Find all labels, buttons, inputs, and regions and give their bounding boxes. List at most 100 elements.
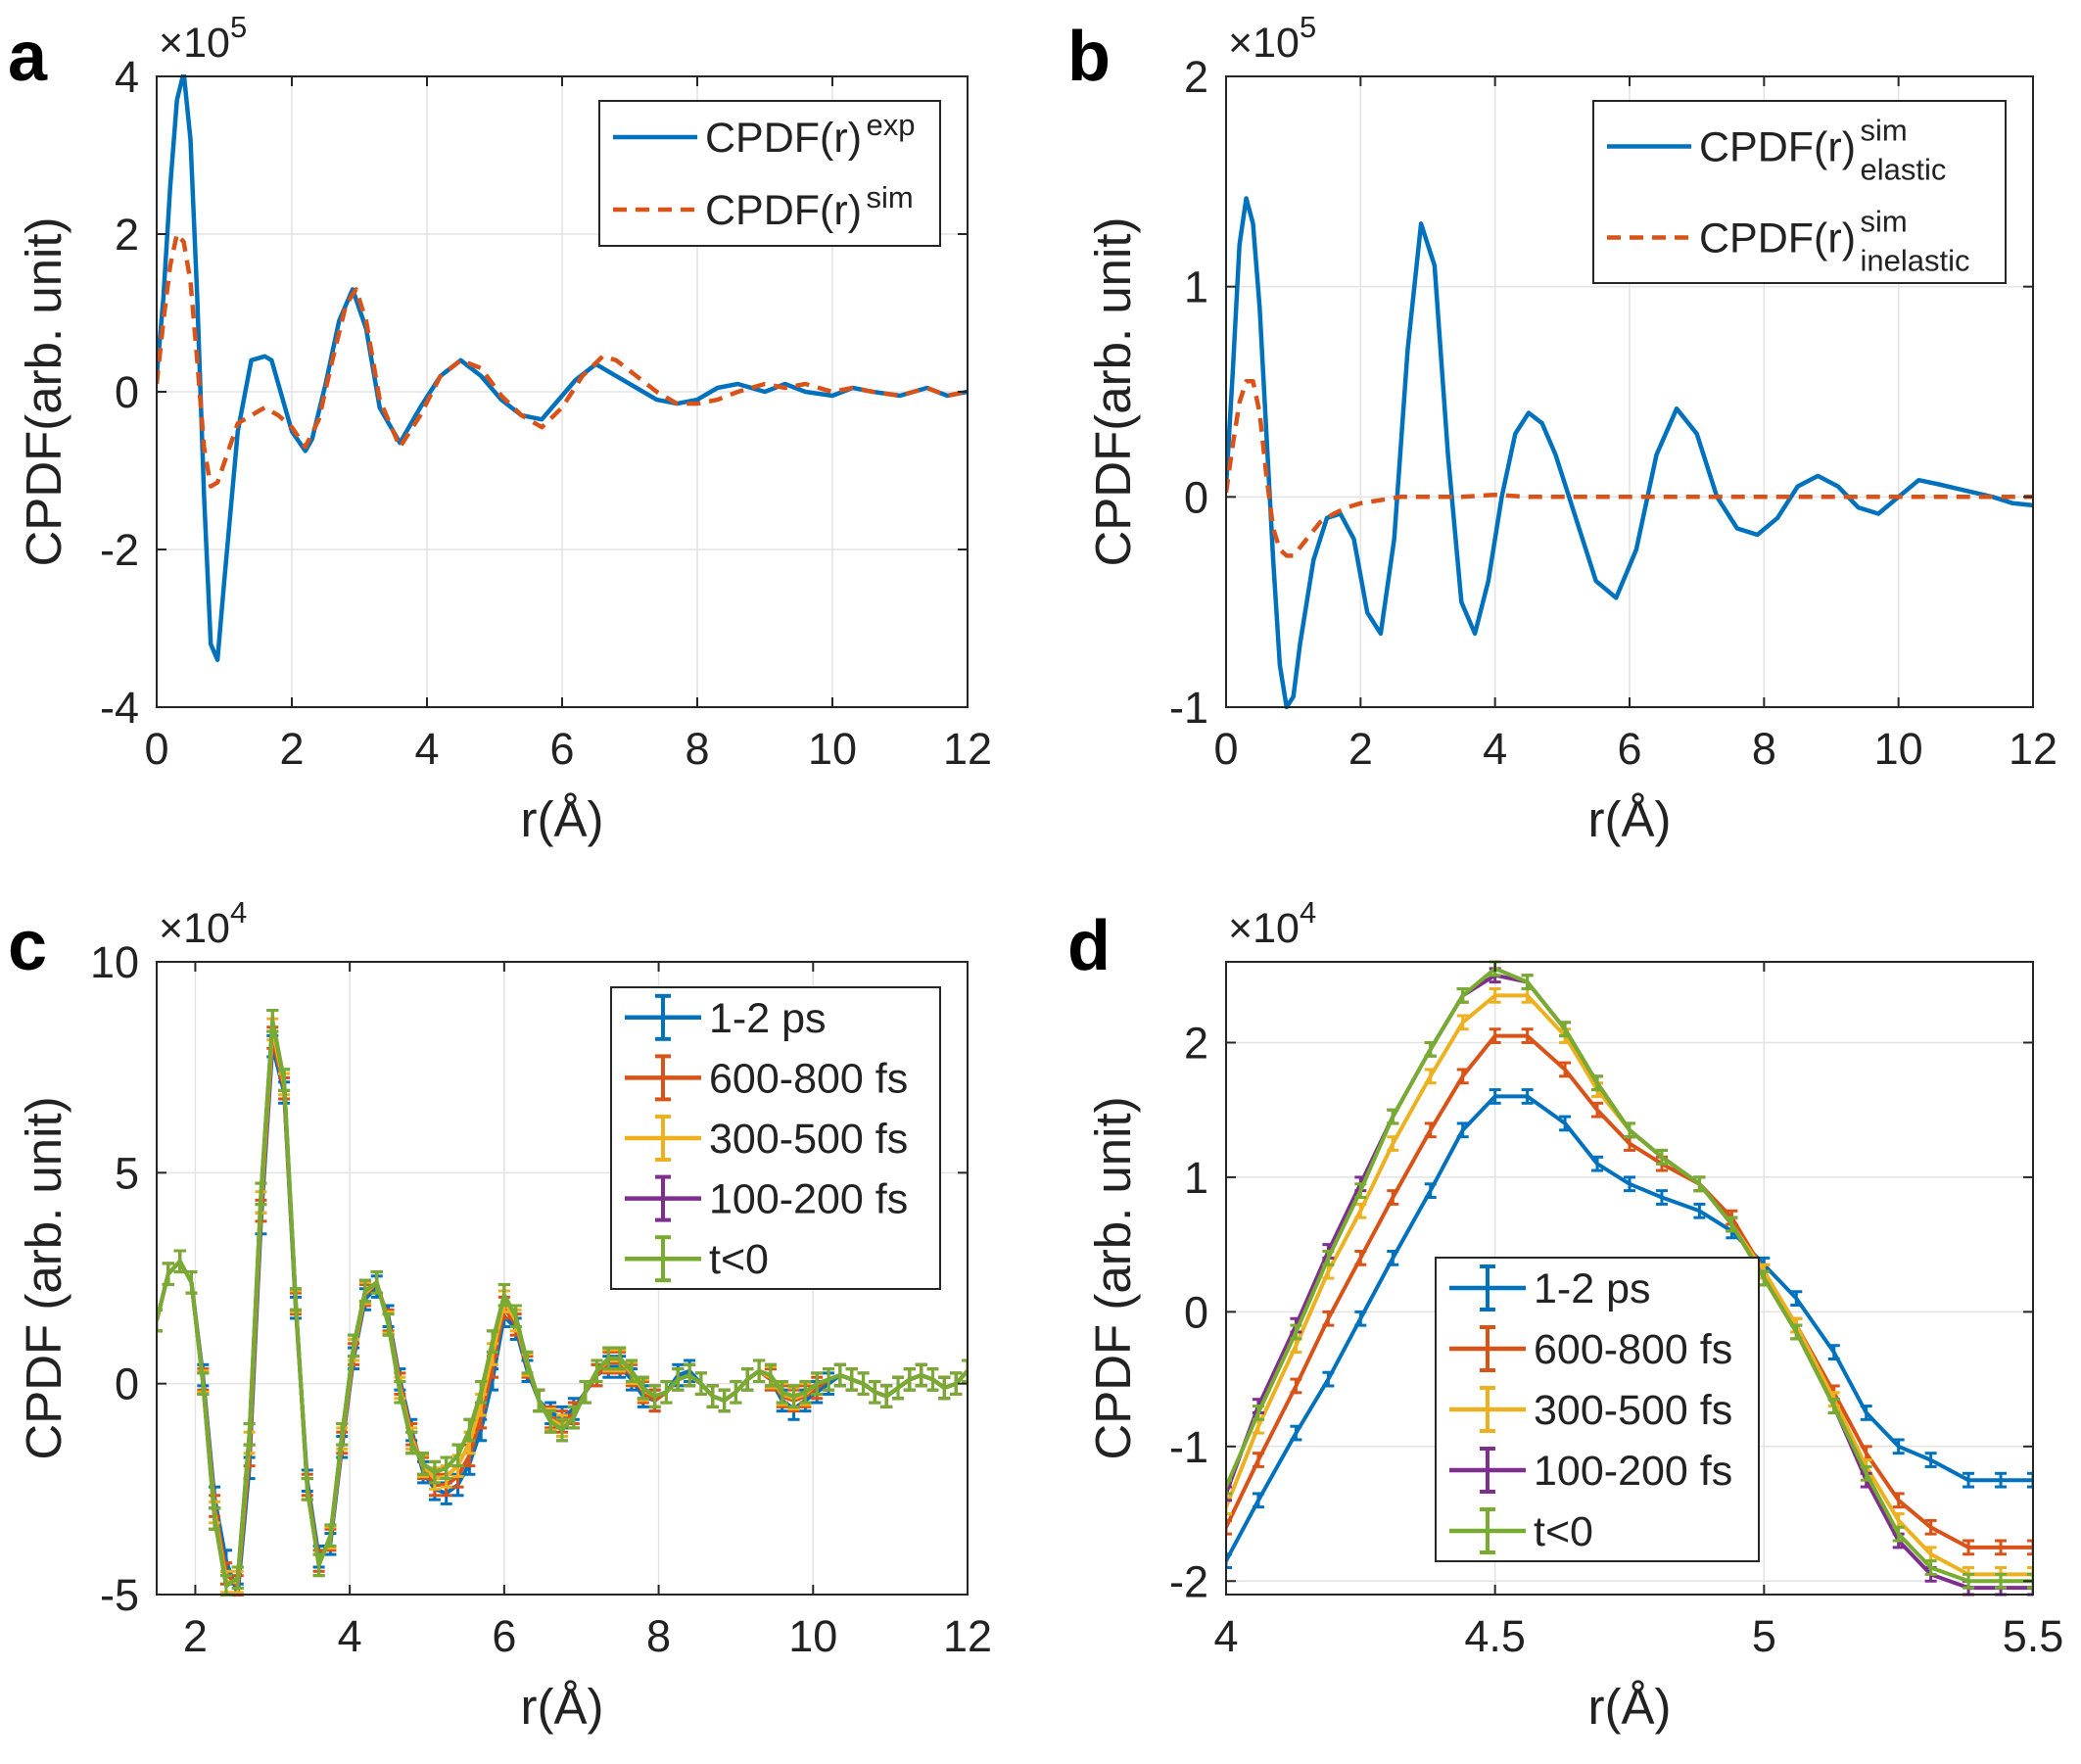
error-bars-2: [1226, 1027, 2033, 1556]
error-bars-5: [157, 1009, 968, 1597]
x-tick-label: 10: [788, 1611, 837, 1661]
legend-label-5: t<0: [1534, 1508, 1593, 1555]
legend-label-2: 600-800 fs: [709, 1055, 908, 1102]
legend: 1-2 ps 600-800 fs 300-500 fs 100-200 fs t<0: [1435, 1257, 1760, 1562]
y-tick-label: 4: [115, 52, 139, 102]
series-group: [157, 1009, 968, 1597]
x-tick-label: 4: [1213, 1611, 1238, 1661]
series-line-2: [157, 231, 968, 489]
legend-label-2: CPDF(r): [705, 187, 862, 234]
legend-superscript: sim: [1861, 205, 1908, 239]
panel-c: c 2 4 6 8 10 12 -5 0 5 10 ×104 r(Å) CPDF (arb. unit)…: [8, 895, 992, 1735]
legend-label-1: 1-2 ps: [709, 995, 827, 1042]
legend-superscript: sim: [1861, 114, 1908, 148]
axis-multiplier-exp: 4: [230, 895, 247, 930]
axis-multiplier-exp: 4: [1300, 895, 1316, 930]
axes-box: [1225, 961, 2034, 1596]
x-axis-label: r(Å): [521, 1679, 604, 1735]
legend-label-2: 600-800 fs: [1534, 1326, 1732, 1373]
x-tick-label: 0: [1213, 724, 1238, 774]
x-tick-label: 2: [279, 724, 304, 774]
x-tick-label: 8: [1752, 724, 1776, 774]
x-axis-label: r(Å): [1588, 1679, 1672, 1735]
x-tick-label: 0: [144, 724, 168, 774]
x-tick-label: 8: [646, 1611, 671, 1661]
y-tick-label: -1: [1169, 683, 1208, 733]
y-tick-label: 0: [1184, 1287, 1208, 1337]
y-tick-label: -1: [1169, 1422, 1208, 1472]
legend-label-5: t<0: [709, 1236, 769, 1283]
legend-label-1: 1-2 ps: [1534, 1265, 1651, 1312]
panel-letter-a: a: [8, 18, 48, 96]
legend-label-1: CPDF(r): [705, 115, 862, 162]
panel-letter-c: c: [8, 907, 47, 985]
y-tick-label: 10: [90, 937, 139, 987]
legend: 1-2 ps 600-800 fs 300-500 fs 100-200 fs t<0: [610, 986, 941, 1290]
series-group: [1226, 196, 2033, 709]
y-tick-label: -5: [100, 1570, 139, 1620]
y-axis-label: CPDF (arb. unit): [1085, 1096, 1141, 1459]
x-tick-label: 5.5: [2003, 1611, 2064, 1661]
x-tick-label: 12: [943, 724, 992, 774]
y-tick-label: 2: [1184, 1018, 1208, 1068]
series-line-1: [1226, 196, 2033, 709]
panel-letter-b: b: [1067, 18, 1111, 96]
y-tick-label: 1: [1184, 1153, 1208, 1203]
x-tick-label: 12: [2009, 724, 2057, 774]
legend-label-3: 300-500 fs: [709, 1116, 908, 1163]
x-tick-label: 6: [492, 1611, 516, 1661]
panel-a: a 0 2 4 6 8 10 12 -4 -2 0 2 4 ×105 r(Å) CPDF(arb. unit…: [8, 10, 992, 847]
legend-box: [598, 100, 941, 247]
axis-multiplier: ×104: [159, 895, 247, 952]
y-tick-label: 2: [1184, 52, 1208, 102]
axis-multiplier: ×104: [1228, 895, 1316, 952]
x-tick-label: 4: [1483, 724, 1507, 774]
series-group: [1226, 960, 2033, 1597]
x-tick-label: 4.5: [1464, 1611, 1526, 1661]
y-tick-label: 0: [115, 367, 139, 417]
legend-subscript: elastic: [1861, 153, 1947, 187]
x-tick-label: 4: [414, 724, 439, 774]
series-line-2: [1226, 379, 2033, 558]
legend-subscript: inelastic: [1861, 244, 1970, 278]
x-tick-label: 2: [183, 1611, 208, 1661]
y-tick-label: -2: [100, 525, 139, 575]
axis-multiplier-exp: 5: [1300, 10, 1316, 44]
x-tick-label: 10: [808, 724, 857, 774]
x-tick-label: 4: [338, 1611, 362, 1661]
axis-multiplier-exp: 5: [230, 10, 247, 44]
y-tick-label: 0: [1184, 472, 1208, 522]
axis-multiplier: ×105: [159, 10, 247, 67]
y-tick-label: 5: [115, 1148, 139, 1198]
error-bars-1: [1226, 1088, 2033, 1570]
legend-label-4: 100-200 fs: [709, 1176, 908, 1223]
x-tick-label: 6: [1617, 724, 1641, 774]
legend-label-1: CPDF(r): [1699, 124, 1856, 171]
legend-superscript: sim: [867, 180, 914, 215]
x-axis-label: r(Å): [1588, 791, 1672, 847]
y-axis-label: CPDF(arb. unit): [16, 216, 71, 566]
x-tick-label: 8: [685, 724, 709, 774]
y-tick-label: -2: [1169, 1556, 1208, 1606]
y-axis-label: CPDF(arb. unit): [1085, 216, 1141, 566]
y-axis-label: CPDF (arb. unit): [16, 1096, 71, 1459]
legend-label-2: CPDF(r): [1699, 215, 1856, 262]
x-axis-label: r(Å): [521, 791, 604, 847]
x-tick-label: 5: [1752, 1611, 1776, 1661]
y-tick-label: 1: [1184, 262, 1208, 312]
y-tick-label: 0: [115, 1359, 139, 1409]
axis-multiplier: ×105: [1228, 10, 1316, 67]
y-tick-label: -4: [100, 683, 139, 733]
legend-box: [1592, 100, 2007, 284]
legend-superscript: exp: [867, 108, 916, 142]
x-tick-label: 10: [1874, 724, 1923, 774]
legend-label-3: 300-500 fs: [1534, 1387, 1732, 1434]
x-tick-label: 2: [1348, 724, 1373, 774]
x-tick-label: 12: [943, 1611, 992, 1661]
axes-box: [156, 961, 969, 1596]
error-bars-5: [1226, 960, 2033, 1590]
legend-label-4: 100-200 fs: [1534, 1448, 1732, 1495]
